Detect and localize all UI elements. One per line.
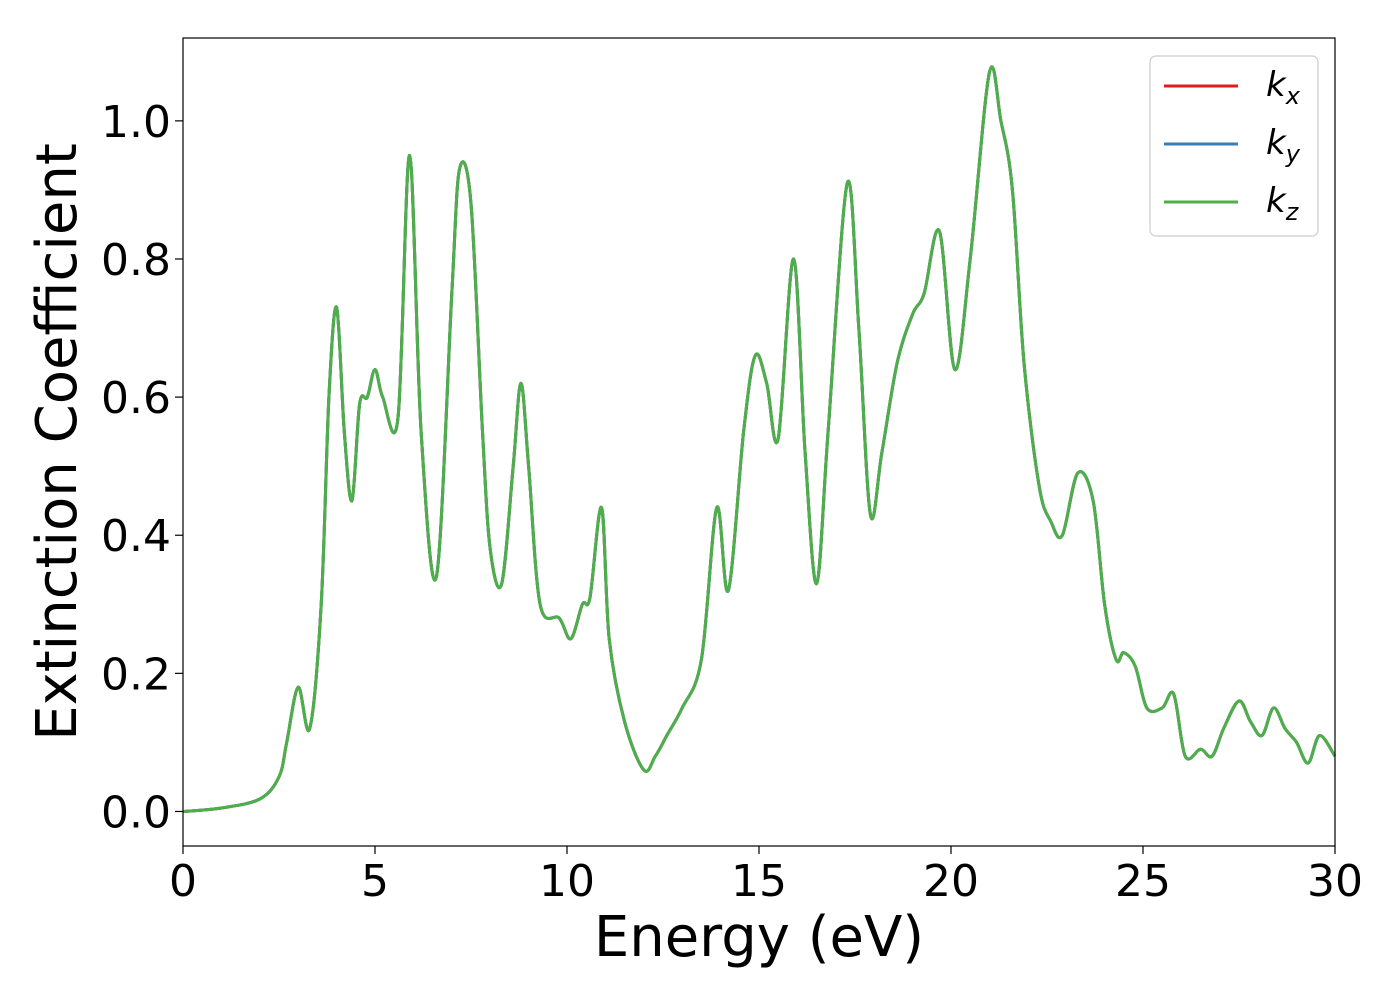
y-axis-label: Extinction Coefficient: [25, 143, 90, 741]
legend-entries: kx ky kz: [1164, 65, 1301, 226]
x-axis-ticks: 0 5 10 15 20 25 30: [169, 846, 1363, 907]
y-tick-label: 0.6: [101, 373, 171, 424]
x-tick-label: 20: [923, 856, 979, 907]
x-tick-label: 5: [361, 856, 389, 907]
series-layer: [182, 65, 1337, 813]
legend: kx ky kz: [1149, 55, 1319, 237]
y-tick-label: 0.2: [101, 649, 171, 700]
x-tick-label: 10: [539, 856, 595, 907]
x-tick-label: 15: [731, 856, 787, 907]
y-tick-label: 0.8: [101, 235, 171, 286]
x-tick-label: 25: [1115, 856, 1171, 907]
series-line-kz: [182, 65, 1337, 813]
legend-box: [1149, 55, 1319, 237]
y-tick-label: 0.4: [101, 511, 171, 562]
x-tick-label: 30: [1307, 856, 1363, 907]
y-tick-label: 0.0: [101, 787, 171, 838]
legend-label-ky: ky: [1266, 123, 1301, 168]
x-axis-label: Energy (eV): [594, 905, 924, 970]
x-tick-label: 0: [169, 856, 197, 907]
legend-label-kx: kx: [1266, 65, 1301, 110]
legend-label-kz: kz: [1266, 181, 1300, 226]
y-axis-ticks: 0.0 0.2 0.4 0.6 0.8 1.0: [101, 97, 183, 838]
y-tick-label: 1.0: [101, 97, 171, 148]
